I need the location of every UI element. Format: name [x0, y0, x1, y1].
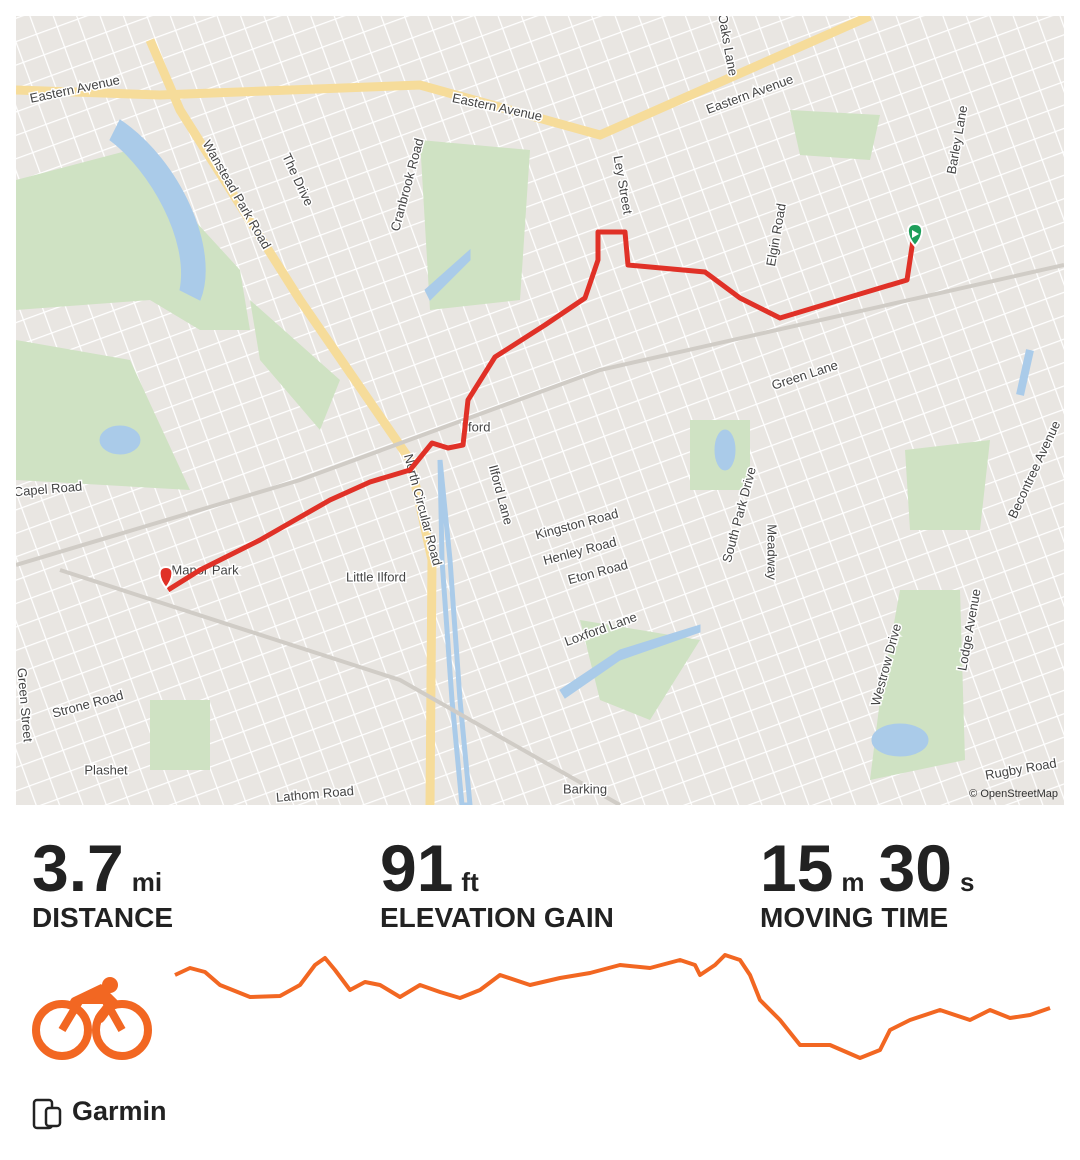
stat: 15 m 30 s MOVING TIME — [760, 830, 988, 934]
railways — [16, 263, 1064, 805]
device-source: Garmin — [72, 1096, 167, 1126]
water — [99, 119, 1034, 805]
stat-unit: mi — [131, 867, 163, 897]
map-label: Barking — [563, 781, 607, 796]
stat-value: 3.7 — [32, 831, 124, 905]
route — [166, 229, 916, 593]
stat-value: 91 — [380, 831, 454, 905]
stat-label: ELEVATION GAIN — [380, 902, 614, 933]
stat-unit: m — [841, 867, 865, 897]
map-label: Little Ilford — [346, 569, 406, 584]
stat-unit: ft — [461, 867, 479, 897]
stat-unit: s — [959, 867, 975, 897]
stat-value: 30 — [878, 831, 952, 905]
map-label: Meadway — [765, 524, 780, 580]
cycling-icon — [32, 977, 152, 1060]
elevation-profile — [174, 953, 1051, 1060]
map-label: Plashet — [84, 762, 128, 777]
end-marker — [158, 565, 174, 590]
device-icon — [32, 1098, 62, 1130]
stat: 3.7 mi DISTANCE — [32, 830, 176, 934]
stat: 91 ft ELEVATION GAIN — [380, 830, 614, 934]
map-label: Ilford — [462, 419, 491, 434]
map: Eastern Avenue Eastern Avenue Eastern Av… — [16, 16, 1064, 805]
parks — [16, 110, 990, 780]
stat-value: 15 — [760, 831, 834, 905]
stat-label: DISTANCE — [32, 902, 174, 933]
map-label: Lathom Road — [275, 783, 354, 805]
major-roads — [16, 16, 872, 805]
map-attribution: © OpenStreetMap — [969, 788, 1058, 800]
stat-label: MOVING TIME — [760, 902, 949, 933]
start-marker-icon — [912, 230, 919, 238]
